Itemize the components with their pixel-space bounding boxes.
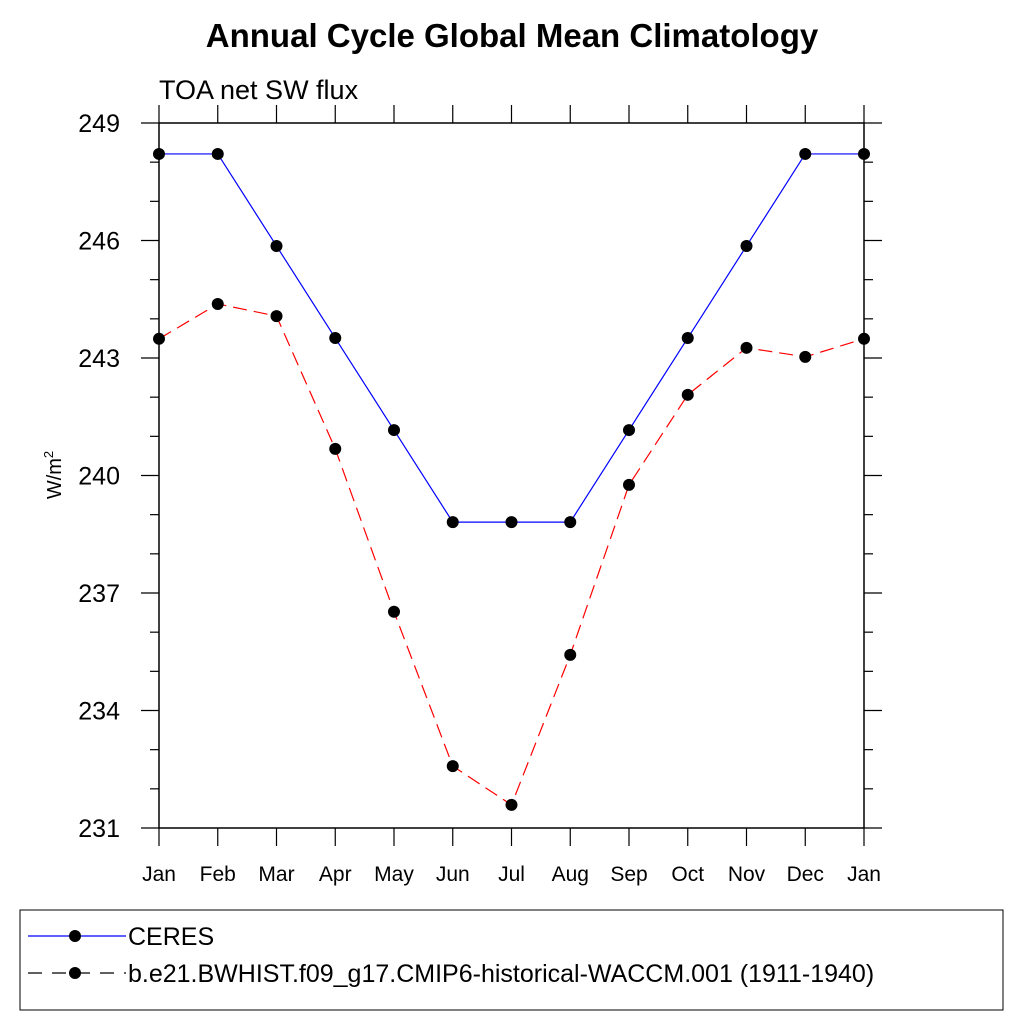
axes: Jan Feb Mar Apr May Jun Jul Aug Sep Oct Nov Dec Jan 2… <box>78 105 882 886</box>
x-tick-label: Apr <box>319 863 352 886</box>
data-point <box>211 297 224 310</box>
plot-frame <box>158 122 865 829</box>
x-tick-label: Jul <box>498 863 525 886</box>
legend-label: CERES <box>128 923 214 951</box>
data-point <box>153 147 165 160</box>
x-tick-label: Nov <box>728 863 766 886</box>
x-tick-label: Jun <box>436 863 470 886</box>
y-tick-label: 246 <box>78 228 120 256</box>
x-tick-label: Feb <box>200 863 236 886</box>
data-point <box>388 605 400 618</box>
data-point <box>329 332 342 345</box>
x-tick-label: Jan <box>142 863 176 886</box>
data-point <box>740 239 753 252</box>
legend-box <box>19 909 1004 1011</box>
legend-marker <box>69 967 81 979</box>
data-point <box>799 350 812 363</box>
y-tick-label: 240 <box>78 463 120 491</box>
data-point <box>388 424 400 437</box>
y-axis-label-text: W/m <box>44 458 66 499</box>
data-point <box>211 147 224 160</box>
y-axis-label: W/m2 <box>41 451 66 499</box>
y-tick-label: 237 <box>78 580 120 608</box>
y-tick-label: 249 <box>78 110 120 138</box>
data-point <box>623 424 635 437</box>
data-point <box>505 516 518 529</box>
y-tick-label: 234 <box>78 698 120 726</box>
data-point <box>564 648 577 661</box>
series-line-0 <box>159 153 864 523</box>
data-point <box>681 332 694 345</box>
data-point <box>329 442 342 455</box>
legend-marker <box>69 930 81 942</box>
legend: CERES b.e21.BWHIST.f09_g17.CMIP6-historic… <box>28 923 874 988</box>
y-tick-label: 243 <box>78 345 120 373</box>
data-point <box>270 310 283 323</box>
x-tick-label: Oct <box>671 863 704 886</box>
y-axis-label-sup: 2 <box>41 451 56 458</box>
data-point <box>858 332 870 345</box>
data-point <box>740 341 753 354</box>
data-point <box>858 147 870 160</box>
data-point <box>799 147 812 160</box>
x-tick-label: Dec <box>787 863 824 886</box>
data-point <box>623 478 635 491</box>
x-tick-label: May <box>374 863 414 886</box>
data-point <box>681 388 694 401</box>
x-tick-label: Sep <box>610 863 647 886</box>
data-point <box>153 332 165 345</box>
chart-title: Annual Cycle Global Mean Climatology <box>206 17 819 54</box>
series-group <box>153 147 870 811</box>
x-tick-label: Jan <box>847 863 881 886</box>
data-point <box>564 516 577 529</box>
series-line-1 <box>158 303 865 806</box>
legend-label: b.e21.BWHIST.f09_g17.CMIP6-historical-WA… <box>128 960 874 988</box>
chart-subtitle: TOA net SW flux <box>159 75 359 105</box>
data-point <box>446 516 459 529</box>
data-point <box>505 798 518 811</box>
data-point <box>446 760 459 773</box>
x-tick-label: Aug <box>552 863 589 886</box>
y-tick-label: 231 <box>78 815 120 843</box>
data-point <box>270 239 283 252</box>
x-tick-label: Mar <box>258 863 294 886</box>
